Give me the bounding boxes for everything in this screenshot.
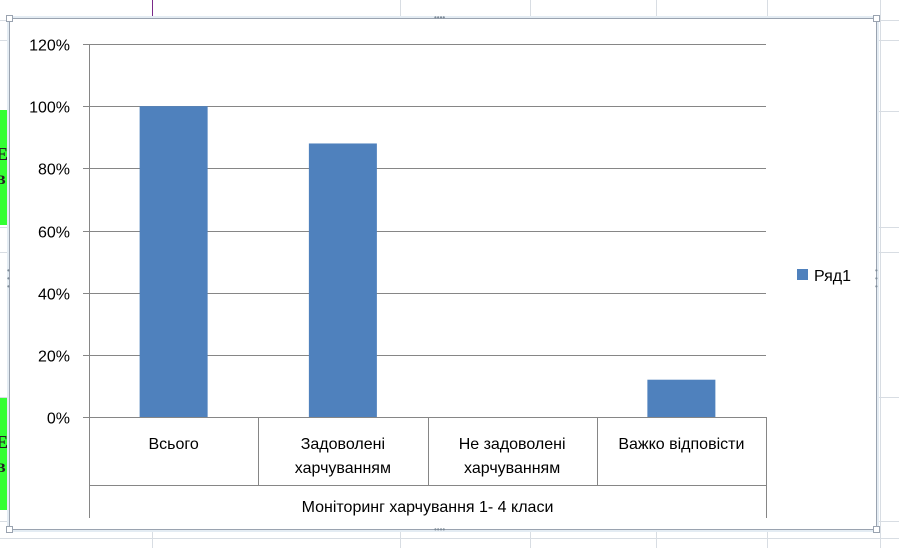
resize-handle-top-left[interactable] [6,15,13,22]
legend-label: Ряд1 [814,268,851,285]
y-tick-label: 80% [38,162,70,179]
resize-handle-bottom[interactable]: •••• [434,525,446,534]
cell-text: Е [0,142,11,166]
x-tick-label: харчуванням [295,460,391,477]
x-tick-label: Всього [148,436,198,453]
resize-handle-left[interactable]: • • • [7,266,10,291]
x-tick-label: Задоволені [301,436,385,453]
legend-swatch [797,269,808,280]
y-tick-label: 20% [38,349,70,366]
y-tick-label: 60% [38,225,70,242]
x-tick-label: Важко відповісти [618,436,744,453]
y-tick-label: 40% [38,287,70,304]
y-tick-label: 0% [47,411,70,428]
resize-handle-right[interactable]: • • • [875,266,878,291]
x-tick-label: харчуванням [464,460,560,477]
cell-cursor-marker [152,0,153,18]
cell-text: в [0,454,11,478]
cell-text: в [0,166,11,190]
bar [647,379,716,417]
x-axis-title: Моніторинг харчування 1- 4 класи [302,499,554,516]
resize-handle-bottom-right[interactable] [873,526,880,533]
bar [308,143,377,417]
y-tick-label: 120% [29,38,70,55]
bar [139,106,208,418]
cell-text: Е [0,430,11,454]
x-tick-label: Не задоволені [459,436,566,453]
resize-handle-top[interactable]: •••• [434,13,446,22]
resize-handle-bottom-left[interactable] [6,526,13,533]
y-tick-label: 100% [29,100,70,117]
resize-handle-top-right[interactable] [873,15,880,22]
